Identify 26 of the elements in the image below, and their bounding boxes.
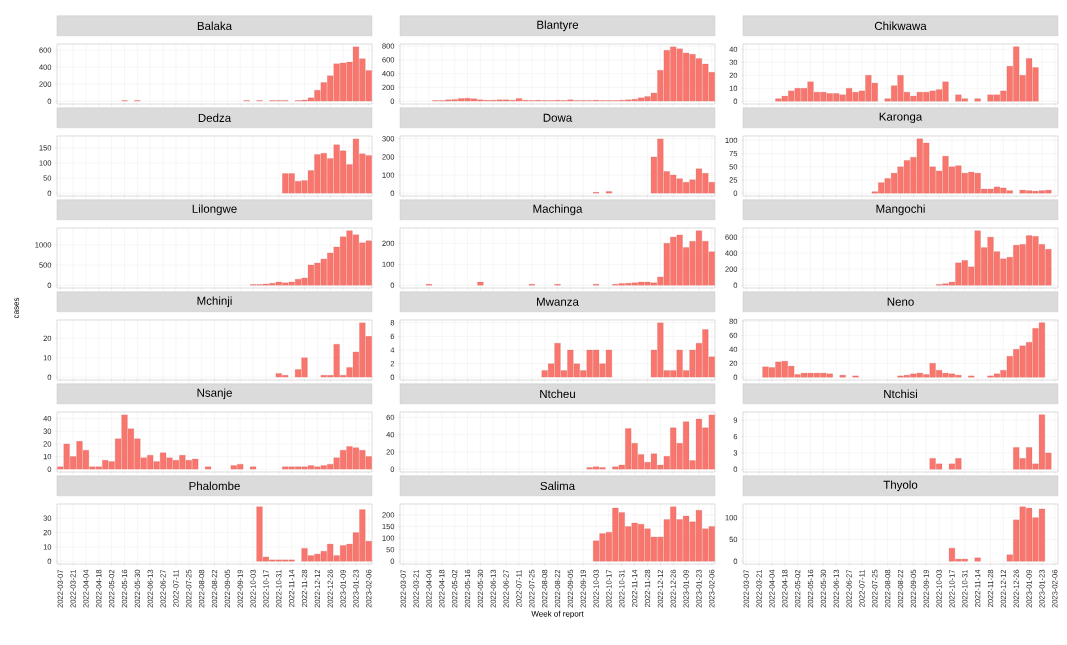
chart-title: Machinga (533, 204, 583, 216)
chart-title: Ntchisi (884, 389, 917, 399)
chart-title: Ntcheu (540, 389, 575, 399)
chart-title: Thyolo (883, 480, 918, 492)
bar (205, 466, 212, 470)
chart-title: Balaka (197, 21, 233, 31)
chart-title: Mangochi (876, 204, 925, 216)
bar (974, 557, 981, 562)
chart-title: Karonga (879, 112, 923, 123)
bar (974, 98, 981, 102)
chart-title: Phalombe (189, 481, 240, 491)
chart-title: Lilongwe (192, 204, 237, 216)
chart-title: Mchinji (197, 296, 232, 308)
y-axis-title: cases (14, 297, 19, 319)
chart-title: Dedza (198, 113, 232, 123)
chart-title: Nsanje (197, 388, 232, 400)
bar (477, 282, 484, 286)
chart-title: Salima (540, 481, 576, 491)
chart-title: Neno (887, 297, 914, 306)
chart-title: Chikwawa (874, 21, 927, 31)
bar (839, 375, 846, 378)
bar (250, 466, 257, 470)
chart-title: Dowa (543, 113, 573, 122)
x-axis-title: Week of report (531, 610, 584, 619)
chart-title: Mwanza (537, 297, 579, 306)
chart-title: Blantyre (537, 20, 579, 32)
